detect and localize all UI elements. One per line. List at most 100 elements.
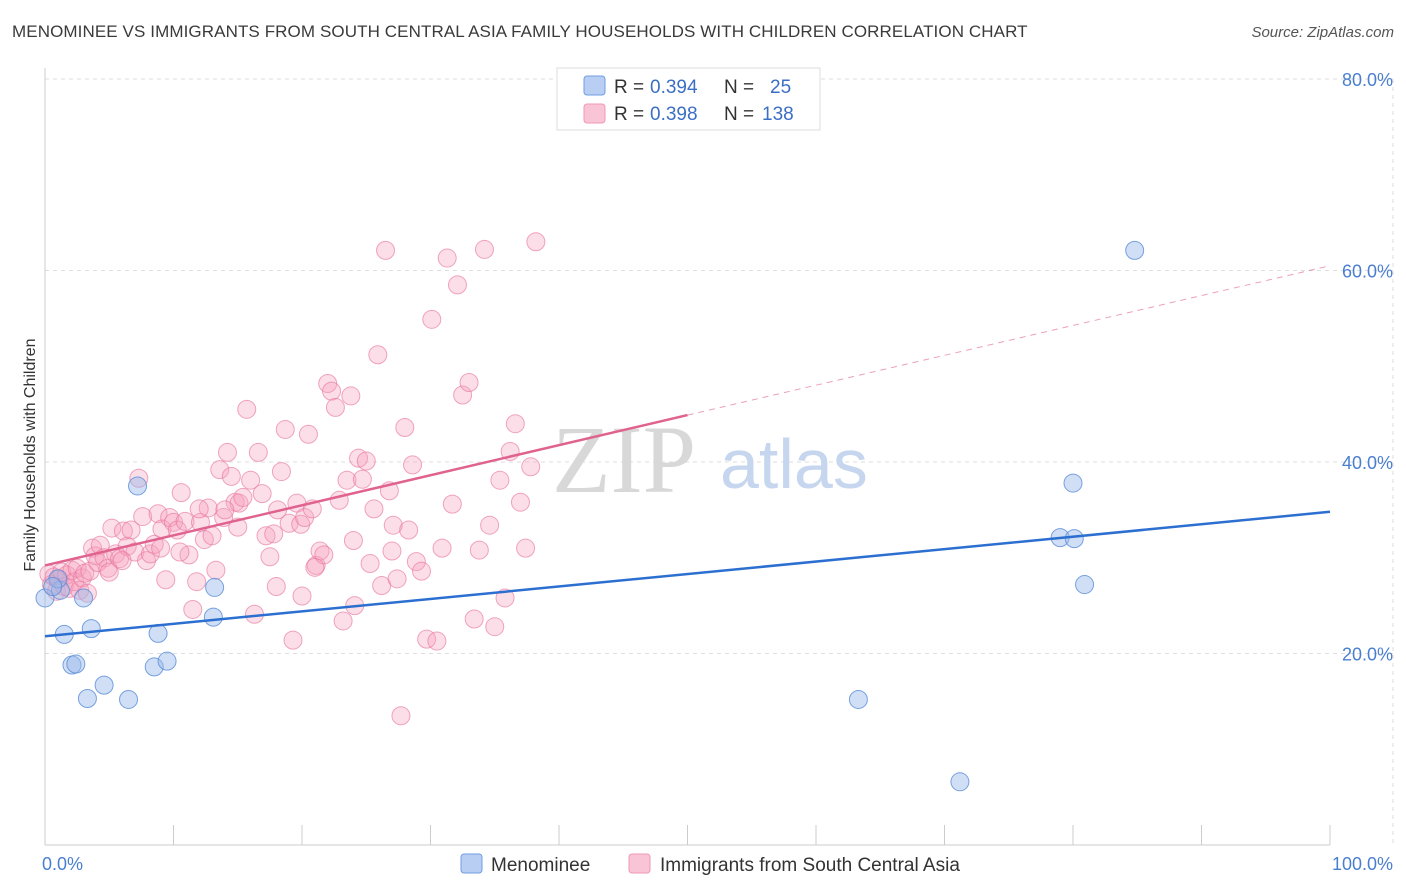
point-immigrants-125: [526, 232, 546, 252]
point-menominee-8: [77, 689, 97, 709]
y-tick-labels: 20.0% 40.0% 60.0% 80.0%: [1342, 70, 1393, 665]
bottom-legend-swatch-pink: [628, 853, 651, 874]
source-label: Source: ZipAtlas.com: [1251, 24, 1394, 41]
point-immigrants-45: [187, 572, 207, 592]
point-immigrants-58: [237, 399, 257, 419]
point-immigrants-20: [90, 535, 110, 555]
point-immigrants-35: [148, 504, 168, 524]
point-immigrants-131: [215, 500, 235, 520]
point-immigrants-118: [490, 470, 510, 490]
chart-title: MENOMINEE VS IMMIGRANTS FROM SOUTH CENTR…: [12, 22, 1028, 41]
point-immigrants-135: [343, 531, 363, 551]
point-menominee-2: [74, 588, 94, 608]
watermark-zip: ZIP: [552, 406, 696, 513]
point-immigrants-31: [133, 507, 153, 527]
point-menominee-16: [1125, 240, 1145, 260]
point-immigrants-103: [412, 561, 432, 581]
point-immigrants-85: [341, 386, 361, 406]
point-immigrants-44: [183, 599, 203, 619]
point-immigrants-119: [495, 588, 515, 608]
point-immigrants-100: [399, 520, 419, 540]
point-immigrants-136: [382, 541, 402, 561]
point-immigrants-124: [521, 457, 541, 477]
point-immigrants-65: [264, 524, 284, 544]
point-immigrants-98: [391, 706, 411, 726]
point-immigrants-99: [395, 418, 415, 438]
point-immigrants-41: [171, 483, 191, 503]
point-immigrants-26: [113, 521, 133, 541]
x-tick-labels: 0.0% 100.0%: [42, 854, 1393, 874]
point-immigrants-67: [271, 462, 291, 482]
point-immigrants-81: [325, 397, 345, 417]
point-immigrants-105: [422, 309, 442, 329]
point-immigrants-126: [99, 562, 119, 582]
y-tick-label-3: 80.0%: [1342, 70, 1393, 90]
point-immigrants-90: [360, 553, 380, 573]
point-menominee-13: [157, 651, 177, 671]
point-immigrants-115: [474, 239, 494, 259]
point-immigrants-50: [206, 560, 226, 580]
point-immigrants-130: [189, 499, 209, 519]
point-immigrants-97: [387, 569, 407, 589]
point-immigrants-56: [229, 493, 249, 513]
y-axis-label: Family Households with Children: [22, 339, 39, 572]
point-immigrants-113: [464, 609, 484, 629]
point-immigrants-121: [505, 414, 525, 434]
point-immigrants-87: [349, 448, 369, 468]
point-immigrants-74: [298, 424, 318, 444]
point-immigrants-57: [233, 487, 253, 507]
series-immigrants-points: [39, 232, 546, 726]
legend-swatch-pink: [583, 103, 606, 124]
point-immigrants-133: [266, 576, 286, 596]
point-immigrants-117: [485, 617, 505, 637]
point-immigrants-33: [140, 544, 160, 564]
point-immigrants-96: [383, 515, 403, 535]
point-immigrants-123: [516, 538, 536, 558]
point-immigrants-89: [356, 451, 376, 471]
point-immigrants-28: [121, 520, 141, 540]
point-menominee-21: [848, 689, 868, 709]
point-immigrants-70: [283, 630, 303, 650]
point-immigrants-109: [442, 494, 462, 514]
point-immigrants-80: [322, 381, 342, 401]
point-immigrants-134: [305, 557, 325, 577]
point-menominee-24: [43, 576, 63, 596]
point-immigrants-62: [252, 484, 272, 504]
point-immigrants-102: [406, 552, 426, 572]
point-immigrants-114: [469, 540, 489, 560]
point-menominee-0: [35, 588, 55, 608]
point-immigrants-92: [368, 345, 388, 365]
point-immigrants-68: [275, 419, 295, 439]
point-immigrants-116: [480, 515, 500, 535]
point-menominee-4: [81, 619, 101, 639]
point-immigrants-83: [333, 611, 353, 631]
legend-r-label-2: R =: [614, 104, 644, 125]
point-immigrants-42: [175, 511, 195, 531]
axes: [44, 68, 1331, 846]
point-immigrants-84: [337, 470, 357, 490]
point-immigrants-64: [260, 547, 280, 567]
bottom-legend-menominee: Menominee: [491, 855, 590, 876]
point-immigrants-63: [256, 526, 276, 546]
point-immigrants-51: [210, 460, 230, 480]
bottom-legend-immigrants: Immigrants from South Central Asia: [660, 855, 960, 876]
point-menominee-19: [1075, 575, 1095, 595]
correlation-legend: R = 0.394 N = 25 R = 0.398 N = 138: [556, 67, 821, 131]
point-immigrants-30: [129, 468, 149, 488]
trend-lines: [44, 265, 1331, 638]
legend-n-value-2: 138: [762, 104, 794, 125]
point-menominee-7: [94, 675, 114, 695]
point-immigrants-106: [427, 631, 447, 651]
point-immigrants-110: [447, 275, 467, 295]
point-immigrants-37: [156, 570, 176, 590]
legend-n-value-1: 25: [770, 77, 791, 98]
point-immigrants-128: [151, 538, 171, 558]
point-immigrants-122: [510, 492, 530, 512]
point-immigrants-101: [403, 455, 423, 475]
legend-swatch-blue: [583, 75, 606, 96]
point-menominee-18: [1064, 529, 1084, 549]
legend-r-label-1: R =: [614, 77, 644, 98]
point-immigrants-94: [376, 240, 396, 260]
point-immigrants-54: [221, 466, 241, 486]
